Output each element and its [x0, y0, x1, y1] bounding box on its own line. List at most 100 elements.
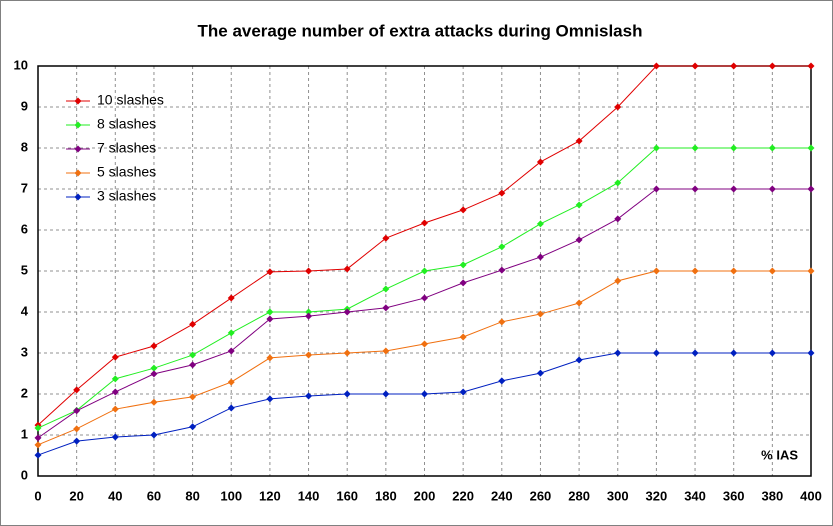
marker [459, 388, 467, 396]
marker [305, 351, 313, 359]
marker [189, 351, 197, 359]
marker [150, 342, 158, 350]
x-tick-label: 320 [646, 488, 668, 503]
x-tick-label: 100 [220, 488, 242, 503]
marker [575, 356, 583, 364]
marker [614, 179, 622, 187]
marker [227, 294, 235, 302]
x-tick-label: 280 [568, 488, 590, 503]
marker [730, 144, 738, 152]
x-tick-label: 20 [69, 488, 83, 503]
marker [421, 390, 428, 398]
marker [459, 261, 467, 269]
marker [536, 220, 544, 228]
marker [382, 390, 390, 398]
marker [266, 268, 274, 276]
marker [74, 193, 82, 201]
marker [459, 279, 467, 287]
y-tick-label: 8 [21, 139, 28, 154]
marker [498, 266, 506, 274]
marker [807, 144, 815, 152]
marker [498, 189, 506, 197]
marker [343, 308, 351, 316]
marker [536, 158, 544, 166]
marker [768, 62, 776, 70]
marker [459, 206, 467, 214]
y-tick-label: 3 [21, 344, 28, 359]
marker [382, 347, 390, 355]
marker [34, 451, 42, 459]
marker [652, 62, 660, 70]
marker [691, 267, 699, 275]
marker [227, 329, 235, 337]
marker [575, 137, 583, 145]
marker [34, 441, 42, 449]
x-tick-label: 80 [185, 488, 199, 503]
marker [74, 97, 82, 105]
marker [343, 265, 351, 273]
marker [575, 299, 583, 307]
x-tick-label: 380 [761, 488, 783, 503]
marker [266, 308, 274, 316]
marker [730, 349, 738, 357]
x-axis-label: % IAS [761, 447, 798, 462]
y-tick-label: 6 [21, 221, 28, 236]
marker [227, 404, 235, 412]
marker [382, 304, 390, 312]
x-tick-label: 200 [414, 488, 436, 503]
marker [730, 267, 738, 275]
y-tick-label: 7 [21, 180, 28, 195]
marker [111, 405, 119, 413]
marker [421, 294, 428, 302]
y-tick-label: 4 [21, 303, 29, 318]
marker [498, 377, 506, 385]
y-tick-label: 9 [21, 98, 28, 113]
marker [189, 393, 197, 401]
marker [73, 437, 81, 445]
marker [614, 349, 622, 357]
marker [536, 253, 544, 261]
marker [614, 103, 622, 111]
marker [536, 310, 544, 318]
marker [614, 277, 622, 285]
marker [691, 349, 699, 357]
marker [768, 144, 776, 152]
marker [768, 267, 776, 275]
marker [652, 144, 660, 152]
marker [691, 62, 699, 70]
x-tick-label: 140 [298, 488, 320, 503]
x-tick-label: 400 [800, 488, 822, 503]
x-tick-label: 180 [375, 488, 397, 503]
x-tick-label: 300 [607, 488, 629, 503]
x-tick-label: 340 [684, 488, 706, 503]
marker [150, 370, 158, 378]
marker [652, 267, 660, 275]
marker [421, 267, 428, 275]
marker [498, 318, 506, 326]
x-tick-label: 40 [108, 488, 122, 503]
marker [111, 388, 119, 396]
marker [74, 121, 82, 129]
chart-title: The average number of extra attacks duri… [198, 21, 643, 40]
x-tick-label: 0 [34, 488, 41, 503]
marker [74, 145, 82, 153]
marker [421, 219, 428, 227]
y-tick-label: 1 [21, 426, 28, 441]
marker [459, 333, 467, 341]
marker [421, 340, 428, 348]
x-tick-label: 220 [452, 488, 474, 503]
marker [73, 425, 81, 433]
marker [305, 392, 313, 400]
marker [305, 267, 313, 275]
marker [266, 354, 274, 362]
marker [343, 390, 351, 398]
x-tick-label: 120 [259, 488, 281, 503]
marker [652, 185, 660, 193]
x-tick-label: 360 [723, 488, 745, 503]
legend-label: 5 slashes [97, 164, 156, 180]
marker [382, 285, 390, 293]
marker [150, 431, 158, 439]
marker [74, 169, 82, 177]
x-tick-label: 60 [147, 488, 161, 503]
